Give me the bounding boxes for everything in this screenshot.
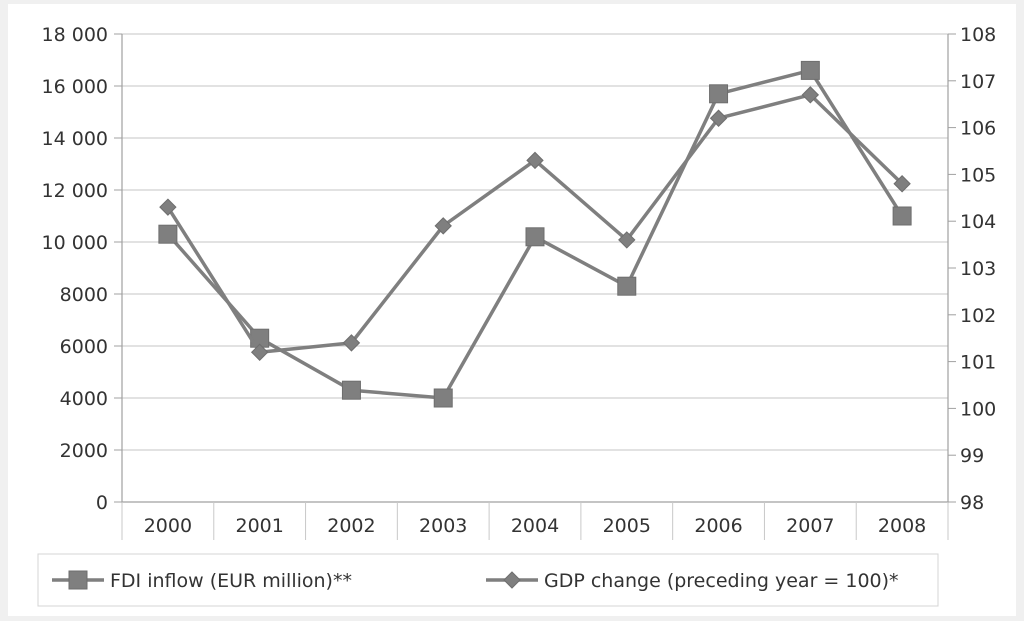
left-axis-ticks: 0 2000 4000 6000 8000 10 000 12 000 14 000 16 00…	[42, 24, 108, 514]
x-tick-label: 2006	[694, 515, 742, 537]
right-tick-label: 106	[960, 118, 996, 140]
data-point-marker	[159, 198, 177, 216]
left-tick-label: 12 000	[42, 180, 108, 202]
x-tick-label: 2003	[419, 515, 467, 537]
axes	[114, 33, 956, 540]
legend-marker	[503, 571, 521, 589]
legend-item: GDP change (preceding year = 100)*	[486, 570, 899, 592]
left-tick-label: 0	[96, 492, 108, 514]
x-tick-label: 2007	[786, 515, 834, 537]
left-tick-label: 4000	[60, 388, 108, 410]
left-tick-label: 14 000	[42, 128, 108, 150]
data-point-marker	[709, 109, 728, 127]
x-tick-label: 2004	[511, 515, 559, 537]
right-tick-label: 102	[960, 305, 996, 327]
series-1	[158, 60, 912, 408]
data-point-marker	[618, 231, 636, 249]
right-tick-label: 103	[960, 258, 996, 280]
right-tick-label: 99	[960, 445, 984, 467]
data-point-marker	[892, 206, 912, 226]
x-tick-label: 2005	[603, 515, 651, 537]
data-point-marker	[801, 86, 820, 104]
data-point-marker	[342, 334, 361, 352]
left-tick-label: 16 000	[42, 76, 108, 98]
left-tick-label: 2000	[60, 440, 108, 462]
left-tick-label: 6000	[60, 336, 108, 358]
legend-marker	[68, 570, 88, 590]
legend: FDI inflow (EUR million)** GDP change (pr…	[37, 553, 939, 607]
series	[158, 60, 912, 408]
data-point-marker	[800, 60, 820, 80]
x-tick-label: 2008	[878, 515, 926, 537]
data-point-marker	[434, 217, 452, 235]
right-tick-label: 108	[960, 24, 996, 46]
series-line	[166, 93, 904, 354]
left-tick-label: 8000	[60, 284, 108, 306]
data-point-marker	[525, 227, 545, 247]
data-point-marker	[158, 224, 178, 244]
data-point-marker	[526, 151, 544, 170]
x-axis-ticks: 2000 2001 2002 2003 2004 2005 2006 2007 2008	[144, 515, 927, 537]
legend-label: GDP change (preceding year = 100)*	[544, 570, 899, 592]
x-tick-label: 2002	[327, 515, 375, 537]
right-tick-label: 104	[960, 211, 996, 233]
x-tick-label: 2001	[235, 515, 283, 537]
right-tick-label: 105	[960, 164, 996, 186]
chart: 0 2000 4000 6000 8000 10 000 12 000 14 000 16 00…	[8, 4, 1016, 616]
legend-label: FDI inflow (EUR million)**	[110, 570, 352, 592]
data-point-marker	[893, 175, 911, 193]
series-2	[159, 86, 911, 361]
data-point-marker	[341, 380, 361, 400]
legend-item: FDI inflow (EUR million)**	[52, 570, 352, 592]
left-tick-label: 18 000	[42, 24, 108, 46]
fdi-gdp-line-chart: 0 2000 4000 6000 8000 10 000 12 000 14 000 16 00…	[37, 24, 996, 607]
data-point-marker	[250, 343, 269, 361]
right-tick-label: 101	[960, 352, 996, 374]
right-tick-label: 100	[960, 398, 996, 420]
data-point-marker	[709, 84, 729, 104]
right-tick-label: 107	[960, 71, 996, 93]
data-point-marker	[433, 388, 453, 408]
x-tick-label: 2000	[144, 515, 192, 537]
left-tick-label: 10 000	[42, 232, 108, 254]
right-tick-label: 98	[960, 492, 984, 514]
data-point-marker	[617, 276, 637, 296]
right-axis-ticks: 98 99 100 101 102 103 104 105 106 107 108	[960, 24, 996, 514]
